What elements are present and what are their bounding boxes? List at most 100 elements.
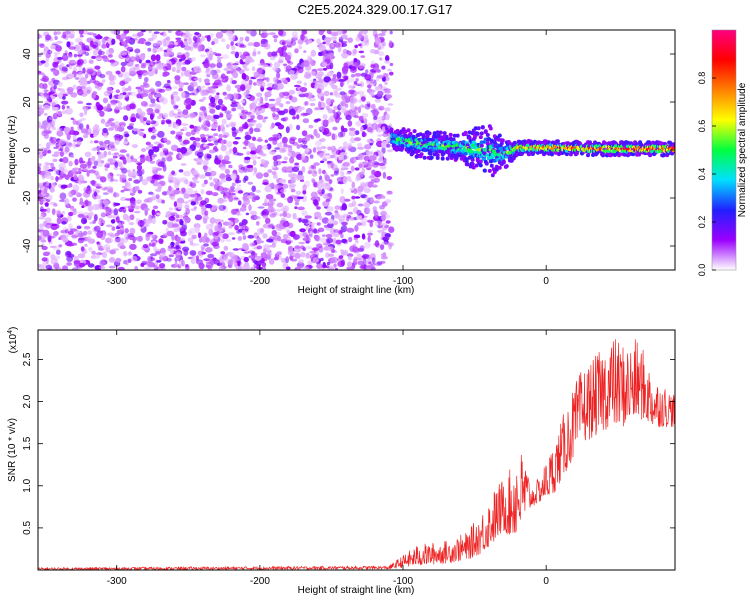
spectrogram-cell <box>327 146 332 151</box>
snr-scale-prefix: (x10 <box>8 333 19 353</box>
spectrogram-cell <box>323 90 330 97</box>
spectrogram-cell <box>356 209 362 216</box>
spectrogram-cell <box>274 61 281 68</box>
spectrogram-cell <box>455 133 460 138</box>
spectrogram-cell <box>124 133 130 138</box>
spectrogram-cell <box>39 223 44 229</box>
spectrogram-cell <box>301 218 309 224</box>
spectrogram-cell <box>385 94 392 99</box>
spectrogram-cell <box>101 155 106 159</box>
spectrogram-cell <box>261 144 269 151</box>
spectrogram-cell <box>80 246 85 252</box>
spectrogram-cell <box>310 82 316 89</box>
spectrogram-cell <box>322 158 328 162</box>
spectrogram-cell <box>41 257 48 262</box>
spectrogram-cell <box>61 221 67 225</box>
spectrogram-cell <box>213 114 220 119</box>
spectrogram-cell <box>301 30 308 35</box>
spectrogram-cell <box>226 84 232 92</box>
spectrogram-cell <box>41 245 48 251</box>
spectrogram-cell <box>358 163 363 168</box>
spectrogram-cell <box>133 210 141 214</box>
spectrogram-cell <box>549 152 554 156</box>
spectrogram-cell <box>360 217 368 223</box>
spectrogram-cell <box>257 144 263 151</box>
spectrogram-cell <box>201 183 206 188</box>
spectrogram-cell <box>318 101 322 108</box>
spectrogram-cell <box>318 126 323 131</box>
spectrogram-cell <box>386 176 393 180</box>
spectrogram-cell <box>301 210 308 216</box>
spectrogram-cell <box>51 166 56 170</box>
spectrogram-cell <box>360 104 365 108</box>
spectrogram-cell <box>75 64 82 68</box>
spectrogram-cell <box>289 183 294 186</box>
spectrogram-cell <box>57 87 62 91</box>
spectrogram-cell <box>59 63 65 68</box>
spectrogram-cell <box>262 64 269 67</box>
spectrogram-cell <box>38 235 42 241</box>
spectrogram-cell <box>330 249 336 253</box>
spectrogram-cell <box>130 155 134 160</box>
spectrogram-cell <box>341 52 349 59</box>
spectrogram-cell <box>174 123 180 129</box>
spectrogram-cell <box>143 81 148 87</box>
spectrogram-cell <box>38 123 41 128</box>
spectrogram-cell <box>376 74 384 79</box>
spectrogram-cell <box>211 118 218 122</box>
spectrogram-cell <box>373 115 378 120</box>
spectrogram-cell <box>309 154 314 159</box>
spectrogram-cell <box>43 104 51 111</box>
spectrogram-cell <box>366 126 373 133</box>
spectrogram-cell <box>220 144 227 152</box>
spectrogram-cell <box>137 40 141 44</box>
snr-background <box>38 330 675 570</box>
spectrogram-cell <box>329 264 334 270</box>
spectrogram-cell <box>139 53 146 61</box>
spectrogram-cell <box>189 136 196 141</box>
spectrogram-cell <box>367 138 371 144</box>
spectrogram-cell <box>325 48 333 52</box>
spectrogram-cell <box>97 185 103 189</box>
spectrogram-cell <box>129 49 133 52</box>
spectrogram-cell <box>164 37 169 41</box>
spectrogram-cell <box>128 37 136 45</box>
spectrogram-cell <box>61 210 66 215</box>
spectrogram-cell <box>123 141 129 145</box>
spectrogram-cell <box>241 229 246 236</box>
spectrogram-cell <box>136 236 143 242</box>
spectrogram-cell <box>64 146 70 153</box>
spectrogram-cell <box>368 71 374 79</box>
spectrogram-cell <box>323 127 330 135</box>
spectrogram-cell <box>253 82 257 86</box>
spectrogram-cell <box>305 252 310 259</box>
spectrogram-cell <box>58 244 63 248</box>
spectrogram-cell <box>264 139 268 143</box>
spectrogram-cell <box>278 255 283 261</box>
spectrogram-cell <box>242 166 248 173</box>
spectrogram-cell <box>358 31 362 37</box>
spectrogram-cell <box>320 145 327 150</box>
spectrogram-cell <box>125 198 133 201</box>
spectrogram-cell <box>226 140 233 148</box>
spectrogram-cell <box>88 211 94 217</box>
spectrogram-cell <box>183 193 190 199</box>
spectrogram-cell <box>274 82 278 89</box>
spectrogram-cell <box>266 87 273 91</box>
spectrogram-cell <box>252 51 257 57</box>
spectrogram-cell <box>100 118 106 124</box>
spectrogram-cell <box>60 171 64 176</box>
spectrogram-cell <box>364 144 372 150</box>
spectrogram-cell <box>207 143 215 146</box>
spectrogram-cell <box>167 30 172 34</box>
spectrogram-cell <box>64 174 70 180</box>
spectrogram-cell <box>128 177 133 182</box>
spectrogram-cell <box>68 142 73 148</box>
spectrogram-cell <box>252 172 257 176</box>
spectrogram-cell <box>264 185 272 193</box>
spectrogram-cell <box>267 169 273 174</box>
spectrogram-cell <box>343 146 347 151</box>
spectrogram-cell <box>266 245 271 253</box>
spectrogram-cell <box>310 164 315 169</box>
spectrogram-cell <box>51 77 56 82</box>
